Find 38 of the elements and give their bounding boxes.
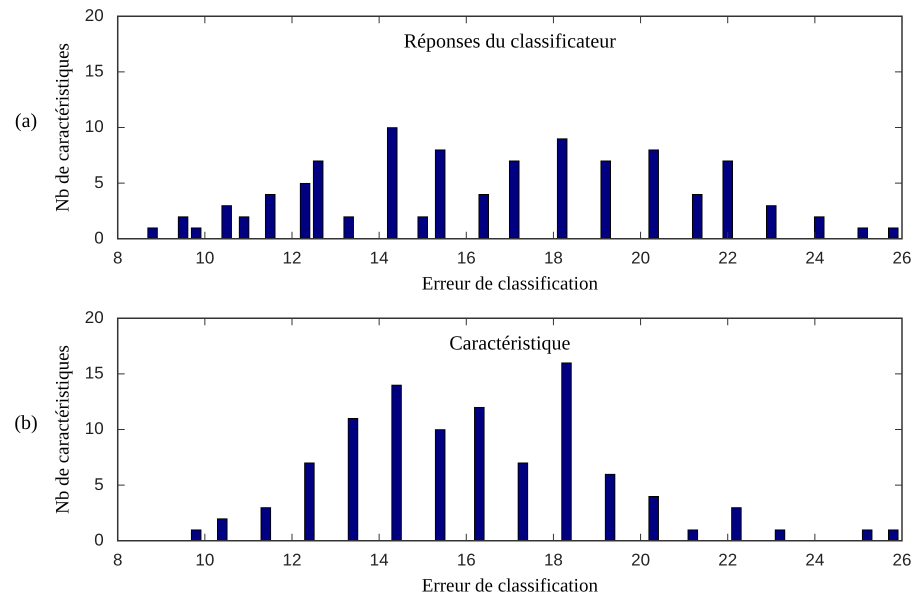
x-tick-label: 8	[112, 248, 122, 268]
x-tick-label: 26	[892, 248, 912, 268]
text: (a)	[14, 110, 38, 132]
y-tick-label: 0	[94, 228, 104, 248]
x-tick-label: 18	[544, 248, 563, 268]
text: (b)	[14, 412, 38, 434]
x-tick-label: 24	[805, 248, 824, 268]
x-tick-label: 24	[805, 550, 824, 570]
y-tick-label: 5	[94, 172, 104, 192]
y-tick-label: 0	[94, 530, 104, 550]
x-tick-label: 16	[456, 550, 476, 570]
y-axis-title: Nb de caractéristiques	[52, 345, 74, 514]
x-tick-label: 14	[370, 550, 389, 570]
text: Caractéristique	[449, 332, 570, 354]
x-tick-label: 12	[282, 248, 302, 268]
y-tick-label: 20	[84, 6, 104, 25]
y-axis-title: Nb de caractéristiques	[52, 43, 74, 212]
x-tick-label: 12	[282, 550, 302, 570]
x-tick-label: 16	[456, 248, 476, 268]
x-tick-label: 14	[370, 248, 389, 268]
x-tick-label: 20	[631, 248, 650, 268]
x-tick-label: 26	[892, 550, 912, 570]
y-tick-label: 10	[84, 117, 104, 136]
x-tick-label: 22	[718, 550, 738, 570]
x-tick-label: 22	[718, 248, 738, 268]
x-axis-title: Erreur de classification	[422, 576, 598, 597]
y-tick-label: 5	[94, 474, 104, 494]
y-tick-label: 15	[84, 364, 104, 383]
x-tick-label: 10	[195, 550, 214, 570]
y-tick-label: 20	[84, 308, 104, 327]
x-axis-title: Erreur de classification	[422, 274, 598, 295]
x-tick-label: 18	[544, 550, 563, 570]
x-tick-label: 10	[195, 248, 214, 268]
x-tick-label: 20	[631, 550, 650, 570]
text: Réponses du classificateur	[404, 30, 616, 52]
x-tick-label: 8	[112, 550, 122, 570]
y-tick-label: 10	[84, 419, 104, 438]
y-tick-label: 15	[84, 62, 104, 81]
